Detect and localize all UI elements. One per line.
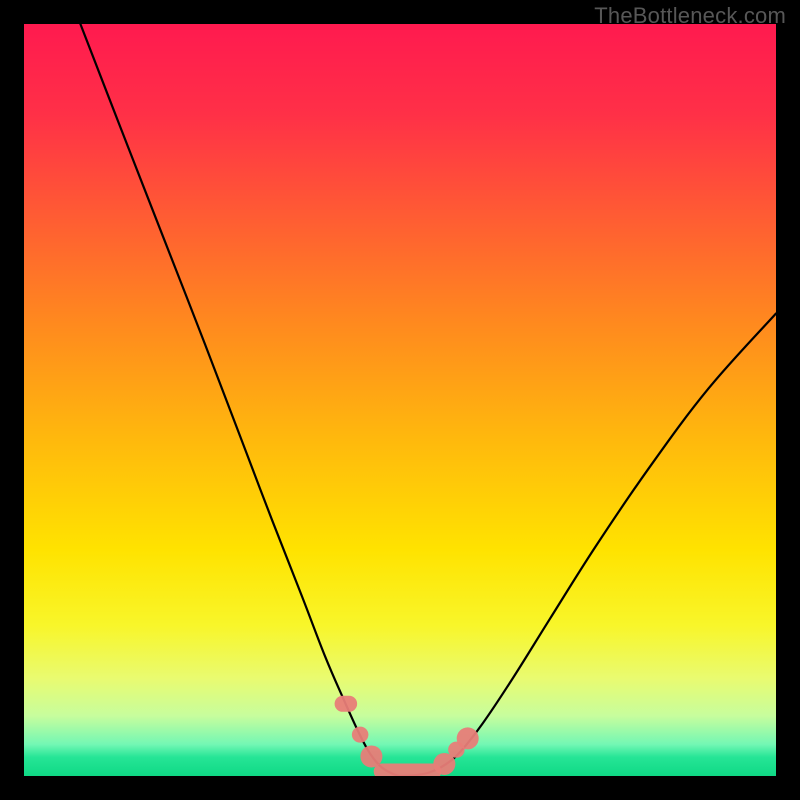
gradient-plot-area: [24, 24, 776, 776]
bottleneck-chart-svg: [0, 0, 800, 800]
chart-container: TheBottleneck.com: [0, 0, 800, 800]
attribution-label: TheBottleneck.com: [594, 3, 786, 29]
marker-capsule: [335, 696, 358, 712]
marker-dot: [457, 727, 479, 749]
marker-capsule: [352, 727, 369, 743]
